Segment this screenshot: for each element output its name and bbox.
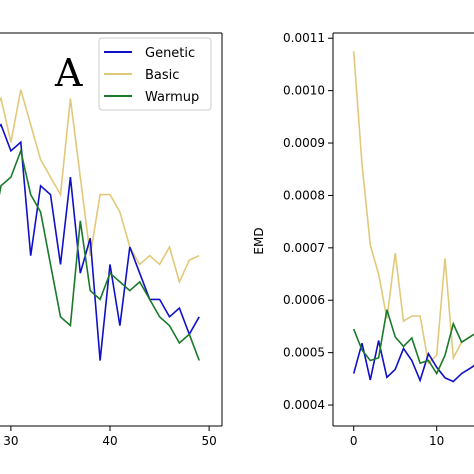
right-x-ticks: 0 10 — [350, 426, 444, 448]
legend-box — [98, 37, 212, 111]
right-series-line-basic — [352, 51, 474, 365]
right-series-line-warmup — [352, 309, 474, 376]
right-y-tick-label: 0.0006 — [283, 293, 325, 307]
right-series-lines — [352, 51, 474, 383]
right-y-axis-label: EMD — [252, 227, 266, 254]
left-x-tick-label: 40 — [102, 434, 117, 448]
left-series-line-warmup — [0, 148, 200, 361]
right-y-tick-label: 0.0009 — [283, 136, 325, 150]
legend: Genetic Basic Warmup — [98, 37, 212, 111]
right-x-tick-label: 10 — [429, 434, 444, 448]
legend-label-basic: Basic — [145, 68, 179, 83]
right-plot-panel: 0 10 0.0004 0.0005 0.0006 0.0007 0.0008 0.0009… — [252, 31, 474, 448]
left-x-ticks: 30 40 50 — [3, 426, 217, 448]
right-y-tick-label: 0.0010 — [283, 84, 325, 98]
legend-label-warmup: Warmup — [145, 90, 199, 105]
right-y-tick-label: 0.0005 — [283, 346, 325, 360]
right-y-tick-label: 0.0008 — [283, 188, 325, 202]
left-series-line-genetic — [0, 123, 200, 361]
legend-label-genetic: Genetic — [145, 46, 195, 61]
left-series-lines — [0, 89, 200, 361]
right-y-tick-label: 0.0007 — [283, 241, 325, 255]
right-x-tick-label: 0 — [350, 434, 358, 448]
left-plot-panel: 30 40 50 A Genetic Basic Warmup — [0, 32, 223, 448]
right-series-line-genetic — [352, 340, 474, 383]
panel-label-a: A — [54, 51, 83, 95]
left-series-line-basic — [0, 89, 200, 285]
right-y-tick-label: 0.0011 — [283, 31, 325, 45]
right-y-ticks: 0.0004 0.0005 0.0006 0.0007 0.0008 0.0009 0.00… — [283, 31, 333, 412]
right-y-tick-label: 0.0004 — [283, 398, 325, 412]
left-x-tick-label: 30 — [3, 434, 18, 448]
left-x-tick-label: 50 — [201, 434, 216, 448]
